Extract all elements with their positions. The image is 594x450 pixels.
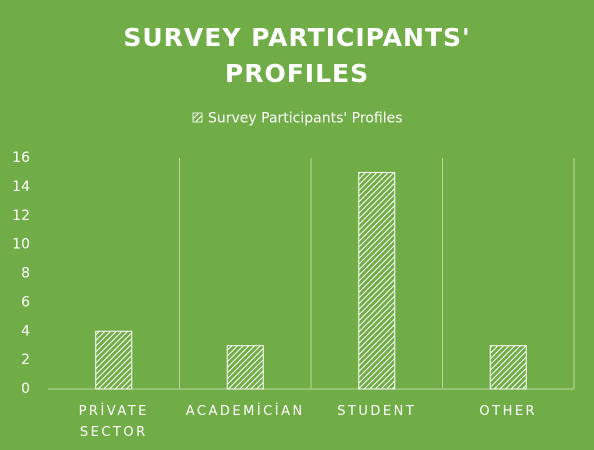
bar bbox=[489, 345, 527, 390]
bar bbox=[95, 330, 133, 390]
bar bbox=[358, 171, 396, 390]
y-tick-label: 8 bbox=[21, 266, 30, 282]
legend-swatch bbox=[192, 112, 203, 123]
x-tick-label: STUDENT bbox=[337, 404, 417, 419]
chart-title: SURVEY PARTICIPANTS' PROFILES bbox=[123, 23, 471, 88]
bar bbox=[226, 345, 264, 390]
y-tick-label: 2 bbox=[21, 352, 30, 368]
x-tick-label: OTHER bbox=[479, 404, 538, 419]
y-tick-label: 12 bbox=[12, 208, 30, 224]
legend-label: Survey Participants' Profiles bbox=[208, 111, 403, 127]
x-tick-label: PRİVATE SECTOR bbox=[78, 404, 149, 440]
y-tick-label: 4 bbox=[21, 323, 30, 339]
y-tick-label: 16 bbox=[12, 150, 30, 166]
x-tick-label: ACADEMİCİAN bbox=[185, 404, 305, 419]
y-tick-label: 14 bbox=[12, 179, 30, 195]
y-tick-label: 10 bbox=[12, 237, 30, 253]
y-tick-label: 0 bbox=[21, 381, 30, 397]
y-tick-label: 6 bbox=[21, 294, 30, 310]
